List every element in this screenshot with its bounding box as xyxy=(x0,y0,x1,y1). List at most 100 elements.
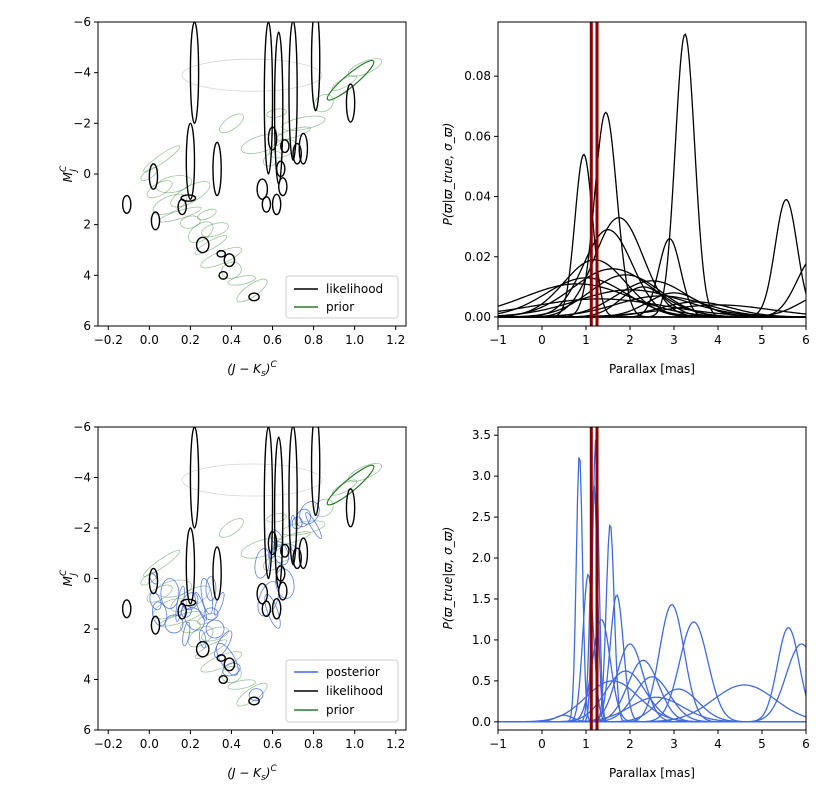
y-tick-label: −6 xyxy=(73,420,91,434)
likelihood-ellipse xyxy=(267,531,278,556)
y-tick-label: 2.0 xyxy=(472,551,491,565)
panel-cmd-posterior: −0.2 0.0 0.2 0.4 0.6 0.8 1.0 1.2 −6 −4 −2 0 2 4 6 (J −… xyxy=(59,420,407,783)
prior-band xyxy=(140,58,383,303)
density-curve xyxy=(498,714,806,723)
legend-label-likelihood: likelihood xyxy=(326,282,383,296)
prior-ellipse xyxy=(152,598,188,620)
likelihood-ellipse xyxy=(223,657,236,672)
x-tick-label: 1.2 xyxy=(386,333,405,347)
y-tick-label: −6 xyxy=(73,15,91,29)
y-tick-label: 2 xyxy=(83,622,91,636)
prior-ellipse xyxy=(143,549,181,577)
posterior-ellipse xyxy=(248,688,264,702)
x-tick-label: 0.2 xyxy=(181,333,200,347)
prior-ellipse xyxy=(155,579,193,598)
prior-ellipse xyxy=(170,181,211,208)
axes: −1 0 1 2 3 4 5 6 0.00 0.02 0.04 0.06 0.08 xyxy=(464,69,810,347)
posterior-ellipse xyxy=(200,578,214,615)
x-tick-label: 1.0 xyxy=(345,333,364,347)
y-tick-label: 1.0 xyxy=(472,633,491,647)
likelihood-ellipse xyxy=(150,615,161,635)
x-tick-label: 2 xyxy=(626,333,634,347)
prior-ellipse xyxy=(143,145,181,173)
posterior-ellipse xyxy=(198,629,207,649)
x-tick-label: 0.0 xyxy=(140,737,159,751)
prior-ellipse xyxy=(275,531,311,546)
prior-ellipse xyxy=(221,665,242,684)
prior-ellipse xyxy=(180,215,201,229)
x-tick-label: 5 xyxy=(758,333,766,347)
y-axis-label: MCJ xyxy=(59,569,79,586)
y-tick-label: 4 xyxy=(83,673,91,687)
y-tick-label: 0 xyxy=(83,167,91,181)
density-curve xyxy=(498,573,806,723)
legend-label-prior: prior xyxy=(326,703,354,717)
likelihood-ellipse xyxy=(212,141,222,197)
likelihood-ellipse xyxy=(212,546,222,601)
y-tick-label: −4 xyxy=(73,66,91,80)
legend: likelihood prior xyxy=(285,275,399,319)
posterior-ellipse xyxy=(299,501,320,525)
likelihood-ellipse xyxy=(277,177,288,197)
likelihood-ellipse xyxy=(256,582,269,605)
likelihood-ellipse xyxy=(218,270,229,280)
likelihood-ellipse xyxy=(121,599,132,619)
likelihood-ellipse xyxy=(185,122,196,201)
prior-ellipse xyxy=(314,93,334,113)
true-parallax-markers xyxy=(589,427,599,730)
y-tick-label: −4 xyxy=(73,471,91,485)
density-curve xyxy=(498,670,806,723)
prior-ellipse xyxy=(140,166,159,182)
prior-ellipse xyxy=(281,115,326,131)
likelihood-ellipse xyxy=(189,22,200,125)
posterior-ellipse xyxy=(257,581,280,617)
y-tick-label: 0.5 xyxy=(472,674,491,688)
likelihood-ellipse xyxy=(271,598,282,620)
density-curve xyxy=(498,676,806,723)
x-tick-label: 0.4 xyxy=(222,333,241,347)
likelihood-ellipse xyxy=(223,253,236,268)
legend-label-likelihood: likelihood xyxy=(326,684,383,698)
y-tick-label: 0 xyxy=(83,572,91,586)
likelihood-ellipse xyxy=(148,163,159,190)
legend: posterior likelihood prior xyxy=(285,659,399,723)
x-tick-label: 0 xyxy=(538,333,546,347)
likelihood-ellipses xyxy=(121,22,356,302)
x-tick-label: 0.8 xyxy=(304,333,323,347)
density-curve xyxy=(498,643,806,723)
likelihood-ellipse xyxy=(261,196,272,213)
likelihood-ellipse xyxy=(280,139,290,154)
x-tick-label: −1 xyxy=(489,737,507,751)
prior-ellipse xyxy=(197,208,217,221)
y-tick-label: 3.5 xyxy=(472,428,491,442)
y-tick-label: 0.08 xyxy=(464,69,491,83)
prior-ellipse xyxy=(236,278,268,303)
likelihood-ellipse xyxy=(298,537,309,570)
x-tick-label: 1.2 xyxy=(386,737,405,751)
posterior-ellipse xyxy=(254,548,271,579)
prior-ellipse xyxy=(194,639,228,660)
likelihood-ellipse xyxy=(195,236,210,254)
legend-box xyxy=(285,659,399,723)
prior-ellipse xyxy=(219,518,244,538)
x-tick-label: 0.2 xyxy=(181,737,200,751)
likelihood-ellipse xyxy=(218,675,229,684)
likelihood-ellipse xyxy=(345,83,356,123)
x-tick-label: −0.2 xyxy=(94,333,123,347)
likelihood-ellipse xyxy=(292,142,302,165)
likelihood-curves xyxy=(498,33,806,318)
density-curve xyxy=(498,621,806,723)
x-tick-label: −0.2 xyxy=(94,737,123,751)
x-axis-label: (J − Ks)C xyxy=(227,764,277,783)
posterior-ellipse xyxy=(222,662,241,677)
x-axis-label: (J − Ks)C xyxy=(227,360,277,379)
posterior-ellipse xyxy=(151,601,168,627)
x-tick-label: 4 xyxy=(714,737,722,751)
x-tick-label: 2 xyxy=(626,737,634,751)
prior-ellipse xyxy=(155,175,193,194)
prior-ellipse xyxy=(180,619,201,634)
prior-ellipse xyxy=(266,108,287,118)
likelihood-ellipse xyxy=(248,292,260,302)
x-tick-label: 3 xyxy=(670,333,678,347)
